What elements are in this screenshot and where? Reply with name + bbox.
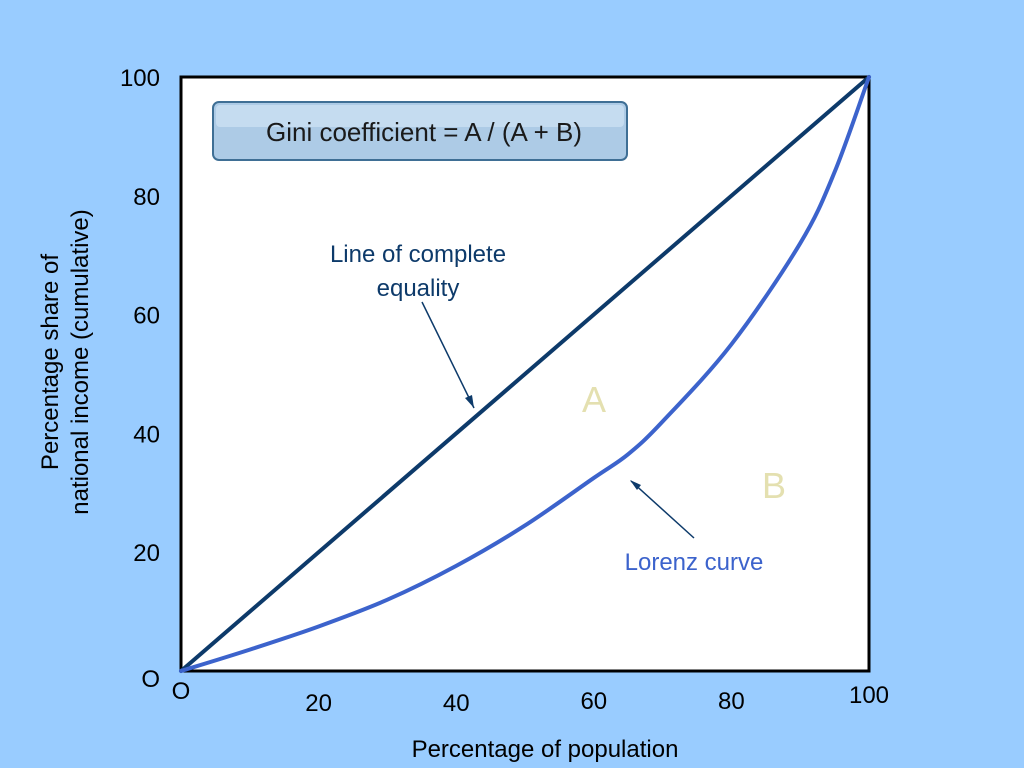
y-tick-label-0: O [141, 666, 160, 693]
y-tick-label-40: 40 [133, 421, 160, 448]
y-axis-title-line-2: national income (cumulative) [67, 209, 94, 514]
x-axis-title: Percentage of population [412, 736, 679, 763]
lorenz-label: Lorenz curve [625, 549, 764, 576]
x-tick-label-40: 40 [443, 690, 470, 717]
y-tick-label-100: 100 [120, 65, 160, 92]
y-tick-labels: O 20 40 60 80 100 [120, 65, 160, 693]
equality-label-line-2: equality [377, 275, 460, 302]
series-group [179, 75, 871, 673]
region-a-label: A [582, 379, 606, 420]
y-axis-title: Percentage share of national income (cum… [37, 209, 94, 514]
equality-arrow-head [465, 395, 474, 408]
x-tick-label-0: O [172, 678, 191, 705]
formula-box: Gini coefficient = A / (A + B) [212, 101, 628, 161]
x-tick-label-60: 60 [580, 688, 607, 715]
equality-line [179, 75, 871, 673]
y-tick-label-20: 20 [133, 540, 160, 567]
lorenz-arrow-head [630, 480, 641, 490]
gini-formula: Gini coefficient = A / (A + B) [266, 117, 582, 147]
region-b-label: B [762, 465, 786, 506]
lorenz-curve [179, 75, 871, 673]
x-tick-label-100: 100 [849, 682, 889, 709]
x-tick-label-20: 20 [305, 690, 332, 717]
equality-label-line-1: Line of complete [330, 241, 506, 268]
equality-arrow [421, 301, 475, 409]
y-axis-title-line-1: Percentage share of [37, 254, 64, 470]
y-tick-label-80: 80 [133, 184, 160, 211]
x-tick-label-80: 80 [718, 688, 745, 715]
y-tick-label-60: 60 [133, 303, 160, 330]
lorenz-arrow [630, 480, 695, 539]
x-tick-labels: O 20 40 60 80 100 [172, 678, 889, 717]
